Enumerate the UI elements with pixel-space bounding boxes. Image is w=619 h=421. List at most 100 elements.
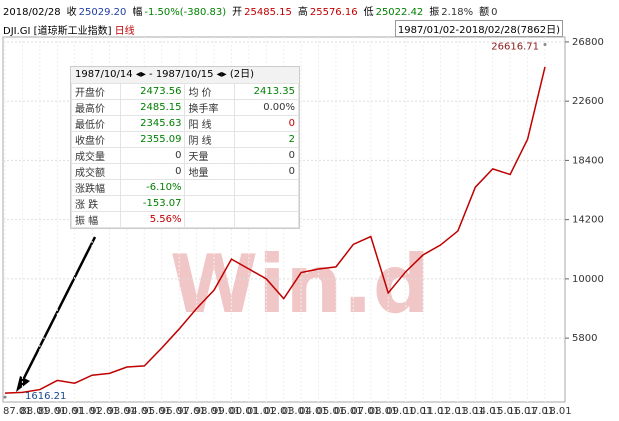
field-value: 25029.20	[78, 7, 127, 18]
x-tick-label: 16.01	[508, 406, 537, 417]
x-tick-label: 88.01	[20, 406, 49, 417]
y-tick-label: 18400	[572, 155, 604, 166]
x-tick-label: 96.01	[160, 406, 189, 417]
tooltip-cell: -6.10%	[120, 179, 186, 196]
tooltip-row: 涨跌幅 -6.10%	[70, 179, 300, 196]
y-tick-label: 26800	[572, 37, 604, 48]
annotation: 1616.21	[25, 391, 66, 402]
field-value: 25022.42	[375, 7, 424, 18]
period[interactable]: 日线	[114, 26, 135, 37]
field-value: 2.18%	[441, 7, 474, 18]
tooltip-table: 开盘价 2473.56 均 价 2413.35 最高价 2485.15 换手率 0.00% 最低…	[70, 83, 300, 228]
tooltip-cell: 2345.63	[120, 115, 186, 132]
tooltip-cell: 0.00%	[233, 99, 300, 116]
x-tick-label: 93.01	[108, 406, 137, 417]
tooltip-cell: 5.56%	[120, 211, 186, 228]
field-label: 高	[297, 7, 308, 18]
x-tick-label: 06.01	[334, 406, 363, 417]
x-tick-label: 13.01	[456, 406, 485, 417]
tooltip-cell: 最低价	[70, 115, 122, 132]
field-label: 幅	[132, 7, 143, 18]
index-name: [道琼斯工业指数]	[33, 26, 112, 37]
tooltip-cell: 2	[233, 131, 300, 148]
tooltip-cell: 振 幅	[70, 211, 122, 228]
tooltip-cell	[184, 179, 235, 196]
tooltip-cell: 最高价	[70, 99, 122, 116]
x-tick-label: 03.01	[282, 406, 311, 417]
field: 振 2.18%	[429, 7, 473, 18]
tooltip-cell: 阳 线	[184, 115, 235, 132]
tooltip-row: 开盘价 2473.56 均 价 2413.35	[70, 83, 300, 100]
tooltip-cell: 0	[120, 147, 186, 164]
field: 收 25029.20	[67, 7, 127, 18]
x-tick-label: 97.01	[177, 406, 206, 417]
tooltip-cell: -153.07	[120, 195, 186, 212]
x-tick-label: 17.01	[526, 406, 555, 417]
x-tick-label: 09.01	[386, 406, 415, 417]
arrow	[20, 236, 97, 383]
x-tick-label: 02.01	[264, 406, 293, 417]
x-tick-label: 04.01	[299, 406, 328, 417]
x-tick-label: 94.01	[125, 406, 154, 417]
field-label: 低	[363, 7, 374, 18]
code: DJI.GI	[3, 26, 31, 37]
tooltip-cell: 天量	[184, 147, 235, 164]
y-tick-label: 5800	[572, 333, 597, 344]
tooltip-row: 成交量 0 天量 0	[70, 147, 300, 164]
extreme-point	[543, 43, 547, 47]
tooltip-cell: 0	[233, 115, 300, 132]
tooltip-row: 涨 跌 -153.07	[70, 195, 300, 212]
top-bar: 2018/02/28 收 25029.20 幅 -1.50%(-380.83) 开 2548…	[3, 3, 503, 18]
x-tick-label: 05.01	[317, 406, 346, 417]
tooltip-cell: 收盘价	[70, 131, 122, 148]
tooltip-cell: 0	[233, 163, 300, 180]
field: 幅 -1.50%(-380.83)	[132, 7, 226, 18]
x-tick-label: 01.01	[247, 406, 276, 417]
field: 高 25576.16	[298, 7, 358, 18]
tooltip-cell: 2485.15	[120, 99, 186, 116]
y-tick-label: 22600	[572, 96, 604, 107]
field-value: 25485.15	[244, 7, 292, 18]
field-value: 25576.16	[309, 7, 358, 18]
field-label: 收	[66, 7, 77, 18]
y-tick-label: 10000	[572, 274, 604, 285]
tooltip-cell	[184, 195, 235, 212]
watermark: Win.d	[170, 238, 430, 331]
x-tick-label: 89.01	[38, 406, 67, 417]
x-tick-label: 99.01	[212, 406, 241, 417]
tooltip-header: 1987/10/14 ◂▸ - 1987/10/15 ◂▸ (2日)	[71, 67, 299, 83]
x-tick-label: 08.01	[369, 406, 398, 417]
tooltip-cell	[233, 195, 300, 212]
x-tick-label: 07.01	[351, 406, 380, 417]
field: 开 25485.15	[232, 7, 292, 18]
tooltip-row: 最高价 2485.15 换手率 0.00%	[70, 99, 300, 116]
tooltip-cell: 成交量	[70, 147, 122, 164]
x-tick-label: 10.01	[404, 406, 433, 417]
x-tick-label: 00.01	[229, 406, 258, 417]
tooltip-cell: 开盘价	[70, 83, 122, 100]
arrow-head	[16, 376, 30, 392]
x-tick-label: 91.01	[73, 406, 102, 417]
x-tick-label: 14.01	[473, 406, 502, 417]
tooltip-cell: 均 价	[184, 83, 235, 100]
field-label: 振	[429, 7, 440, 18]
extreme-point	[3, 395, 7, 399]
tooltip-row: 振 幅 5.56%	[70, 211, 300, 228]
tooltip-cell: 0	[120, 163, 186, 180]
x-tick-label: 92.01	[90, 406, 119, 417]
date: 2018/02/28	[3, 7, 61, 18]
field-value: -1.50%(-380.83)	[144, 7, 227, 18]
tooltip-cell: 2413.35	[233, 83, 300, 100]
tooltip-cell: 2473.56	[120, 83, 186, 100]
x-tick-label: 90.01	[55, 406, 84, 417]
field-value: 0	[491, 7, 498, 18]
field-label: 额	[479, 7, 490, 18]
tooltip-row: 成交额 0 地量 0	[70, 163, 300, 180]
tooltip-cell: 阴 线	[184, 131, 235, 148]
tooltip-cell: 成交额	[70, 163, 122, 180]
tooltip-cell	[233, 211, 300, 228]
